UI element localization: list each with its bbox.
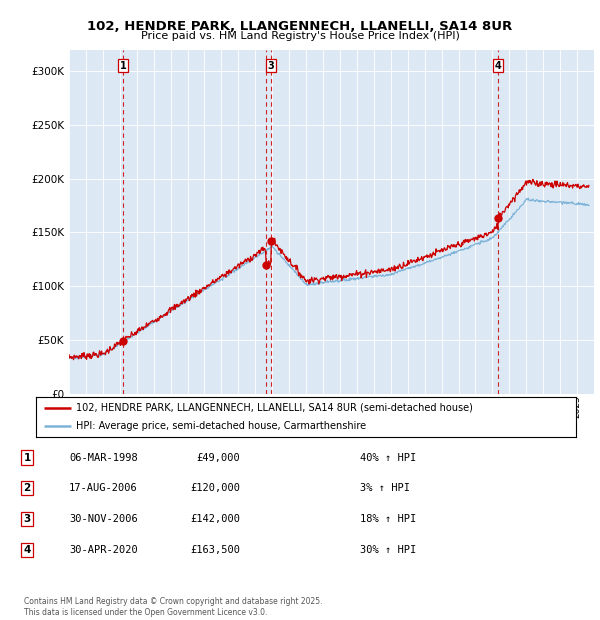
Text: £120,000: £120,000 (190, 483, 240, 493)
Text: 4: 4 (494, 61, 502, 71)
Text: Price paid vs. HM Land Registry's House Price Index (HPI): Price paid vs. HM Land Registry's House … (140, 31, 460, 41)
Text: 3: 3 (23, 514, 31, 524)
Text: 3: 3 (268, 61, 274, 71)
Text: 102, HENDRE PARK, LLANGENNECH, LLANELLI, SA14 8UR (semi-detached house): 102, HENDRE PARK, LLANGENNECH, LLANELLI,… (77, 402, 473, 413)
Text: £142,000: £142,000 (190, 514, 240, 524)
Text: HPI: Average price, semi-detached house, Carmarthenshire: HPI: Average price, semi-detached house,… (77, 421, 367, 432)
Text: 1: 1 (119, 61, 126, 71)
Text: 1: 1 (23, 453, 31, 463)
Text: 102, HENDRE PARK, LLANGENNECH, LLANELLI, SA14 8UR: 102, HENDRE PARK, LLANGENNECH, LLANELLI,… (88, 20, 512, 33)
Text: Contains HM Land Registry data © Crown copyright and database right 2025.
This d: Contains HM Land Registry data © Crown c… (24, 598, 323, 617)
Text: 3% ↑ HPI: 3% ↑ HPI (360, 483, 410, 493)
Text: 30-NOV-2006: 30-NOV-2006 (69, 514, 138, 524)
Text: 4: 4 (23, 545, 31, 555)
Text: 30% ↑ HPI: 30% ↑ HPI (360, 545, 416, 555)
Text: 2: 2 (23, 483, 31, 493)
Text: 40% ↑ HPI: 40% ↑ HPI (360, 453, 416, 463)
Text: £49,000: £49,000 (196, 453, 240, 463)
Text: £163,500: £163,500 (190, 545, 240, 555)
Text: 06-MAR-1998: 06-MAR-1998 (69, 453, 138, 463)
Text: 17-AUG-2006: 17-AUG-2006 (69, 483, 138, 493)
Text: 18% ↑ HPI: 18% ↑ HPI (360, 514, 416, 524)
Text: 30-APR-2020: 30-APR-2020 (69, 545, 138, 555)
